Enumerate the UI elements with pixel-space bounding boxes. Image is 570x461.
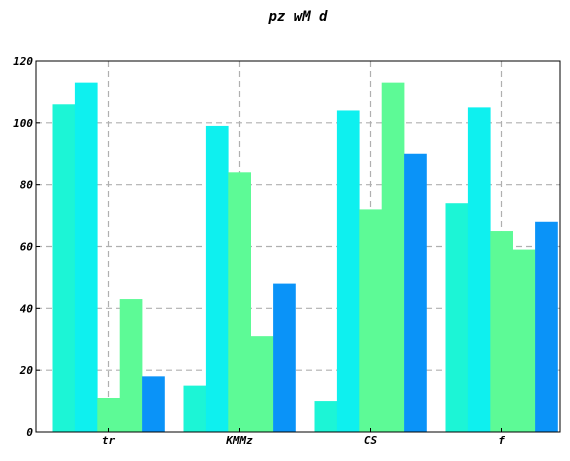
bar [381, 82, 405, 433]
bar [142, 376, 165, 432]
axis-layer: 0 20 40 60 80 100 120 tr KMMz CS f [13, 55, 505, 447]
bar [228, 172, 251, 433]
bar [467, 107, 491, 432]
bar [74, 82, 98, 433]
x-tick-label: tr [102, 434, 116, 447]
x-tick-label: f [498, 434, 505, 447]
bar [119, 299, 143, 432]
y-tick-label: 80 [20, 179, 34, 192]
y-tick-label: 100 [13, 117, 33, 130]
x-tick-label: CS [364, 434, 378, 447]
bar [97, 397, 120, 432]
bar [205, 125, 229, 433]
bar [250, 336, 274, 432]
bar [535, 221, 558, 432]
y-tick-label: 20 [19, 364, 34, 377]
bar [273, 283, 296, 432]
bar [183, 385, 207, 432]
y-tick-label: 0 [26, 426, 33, 439]
bar [359, 209, 382, 432]
y-tick-label: 40 [20, 302, 34, 315]
bar [445, 203, 469, 432]
bars-layer [52, 82, 558, 433]
x-tick-label: KMMz [225, 434, 253, 447]
bar [512, 249, 536, 432]
chart-title: pz wM d [267, 9, 328, 25]
bar [404, 153, 427, 432]
bar [490, 231, 513, 432]
bar [314, 401, 338, 432]
bar [52, 104, 76, 433]
bar [336, 110, 360, 432]
y-tick-label: 60 [20, 241, 34, 254]
y-tick-label: 120 [13, 55, 33, 68]
